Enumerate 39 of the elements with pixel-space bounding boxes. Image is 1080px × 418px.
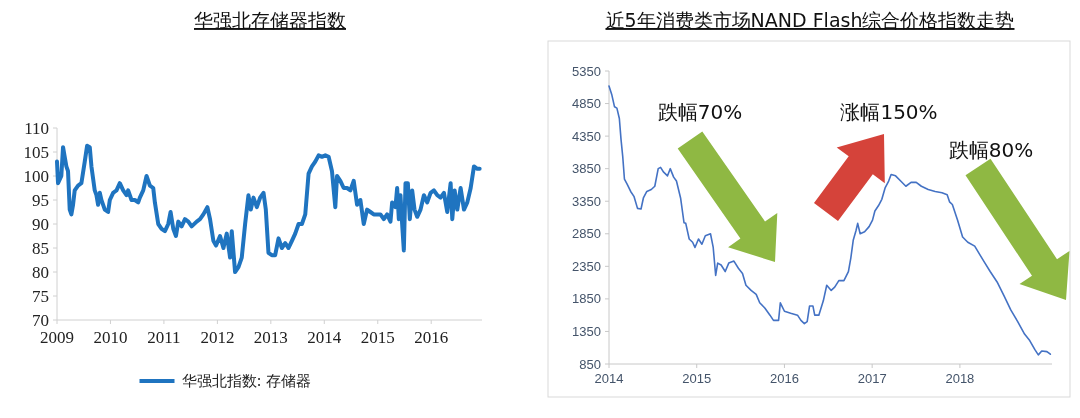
x-tick-label: 2012 [200, 328, 235, 347]
y-tick-label: 1350 [572, 323, 601, 339]
y-tick-label: 70 [32, 310, 49, 330]
x-tick-label: 2016 [769, 371, 799, 386]
annotation: 跌幅70% [657, 100, 743, 124]
x-tick-label: 2010 [93, 328, 128, 347]
x-tick-label: 2016 [414, 328, 449, 347]
chart-title: 华强北存储器指数 [194, 9, 346, 31]
x-tick-label: 2014 [307, 328, 342, 347]
legend: 华强北指数: 存储器 [139, 372, 312, 390]
x-tick-label: 2011 [147, 328, 181, 347]
y-tick-label: 5350 [572, 63, 601, 79]
y-tick-label: 2850 [572, 226, 601, 242]
y-tick-label: 85 [32, 238, 49, 258]
y-tick-label: 95 [32, 190, 49, 210]
y-tick-label: 1850 [572, 291, 601, 307]
y-tick-label: 90 [32, 214, 49, 234]
y-tick-label: 80 [32, 262, 49, 282]
x-tick-label: 2015 [360, 328, 395, 347]
y-tick-label: 4350 [572, 128, 601, 144]
x-tick-label: 2018 [945, 371, 975, 386]
y-tick-label: 4850 [572, 96, 601, 112]
legend-label: 华强北指数: 存储器 [181, 372, 312, 390]
y-tick-label: 110 [24, 118, 49, 138]
x-tick-label: 2017 [857, 371, 887, 386]
x-tick-label: 2014 [594, 371, 624, 386]
y-tick-label: 2350 [572, 258, 601, 274]
annotation: 跌幅80% [948, 138, 1034, 162]
x-tick-label: 2013 [253, 328, 288, 347]
y-tick-label: 75 [32, 286, 49, 306]
x-tick-label: 2015 [682, 371, 712, 386]
y-tick-label: 3850 [572, 161, 601, 177]
x-tick-label: 2009 [40, 328, 74, 347]
y-tick-label: 3350 [572, 193, 601, 209]
annotation: 涨幅150% [840, 100, 938, 124]
y-tick-label: 850 [579, 356, 601, 372]
chart-title: 近5年消费类市场NAND Flash综合价格指数走势 [605, 9, 1015, 31]
y-tick-label: 105 [23, 142, 49, 162]
y-tick-label: 100 [23, 166, 49, 186]
